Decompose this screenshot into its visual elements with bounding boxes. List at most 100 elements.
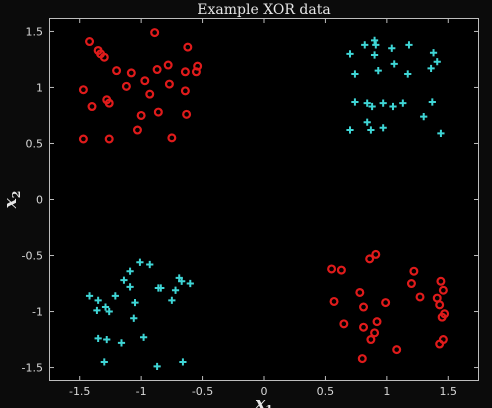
x-axis-label-main: x (254, 394, 266, 408)
circle-point (182, 109, 192, 119)
plus-point (351, 98, 359, 106)
plus-point (389, 102, 397, 111)
circle-point (180, 86, 190, 96)
plus-point (379, 124, 387, 132)
plus-point (372, 41, 380, 49)
plus-point (363, 99, 371, 107)
y-tick-label: 1 (36, 81, 43, 94)
circle-point (372, 317, 382, 327)
chart-title: Example XOR data (197, 2, 330, 18)
circle-point (152, 65, 162, 75)
plus-point (154, 284, 162, 292)
circle-point (409, 266, 419, 276)
circle-point (183, 42, 193, 52)
plus-point (370, 51, 379, 59)
x-axis-label-subscript: 1 (265, 403, 273, 408)
axes-background (49, 18, 479, 381)
plus-point (105, 307, 113, 316)
plus-point (370, 36, 379, 45)
plus-point (346, 126, 354, 134)
plus-point (101, 303, 110, 311)
plus-point (428, 98, 436, 106)
circle-point (163, 60, 173, 70)
plus-point (179, 358, 187, 366)
circle-point (435, 339, 445, 349)
plus-point (131, 298, 139, 307)
circle-point (99, 52, 109, 62)
x-tick-label: -1 (136, 385, 147, 398)
circle-point (392, 345, 402, 355)
circle-point (153, 107, 163, 117)
circle-point (126, 68, 136, 78)
plus-point (368, 102, 376, 111)
plus-point (94, 296, 102, 304)
plus-point (390, 60, 398, 68)
y-tick-label: 0 (36, 194, 43, 207)
x-tick-label: 1.5 (440, 385, 458, 398)
plus-point (405, 41, 413, 49)
plus-point (94, 334, 102, 343)
plus-point (117, 339, 126, 347)
circle-point (336, 265, 346, 275)
circle-point (78, 85, 88, 95)
circle-point (327, 264, 337, 274)
y-axis-label: x2 (1, 191, 23, 210)
circle-point (435, 300, 445, 310)
y-axis-label-subscript: 2 (10, 191, 23, 199)
circle-point (104, 98, 114, 108)
plus-point (171, 286, 180, 294)
circle-point (415, 292, 425, 302)
plus-point (404, 70, 412, 78)
plus-point (363, 118, 371, 126)
circle-point (438, 285, 448, 295)
circle-point (164, 79, 174, 89)
y-tick-label: -1.5 (22, 362, 43, 375)
circle-point (381, 298, 391, 308)
plus-point (153, 362, 161, 371)
circle-point (112, 66, 122, 76)
y-tick-label: 0.5 (26, 137, 44, 150)
y-tick-label: 1.5 (26, 25, 44, 38)
plus-point (168, 296, 176, 304)
circle-point (104, 134, 114, 144)
circle-point (357, 354, 367, 364)
plus-point (126, 283, 134, 291)
circle-point (140, 76, 150, 86)
x-axis-label: x1 (254, 394, 273, 408)
x-tick-label: 0 (261, 385, 268, 398)
plus-point (178, 277, 186, 285)
plus-point (136, 258, 144, 266)
plus-point (374, 67, 382, 75)
plus-point (433, 58, 441, 66)
circle-point (78, 134, 88, 144)
plus-point (437, 129, 445, 137)
plus-point (427, 64, 435, 73)
y-axis-label-main: x (1, 197, 21, 209)
plus-point (346, 50, 354, 58)
circle-point (366, 335, 376, 345)
circle-point (132, 125, 142, 135)
circle-point (87, 102, 97, 112)
circle-point (371, 249, 381, 259)
plus-point (120, 276, 128, 284)
circle-point (180, 67, 190, 77)
circle-point (167, 133, 177, 143)
plus-point (93, 306, 101, 315)
plus-point (361, 41, 369, 49)
x-tick-label: -1.5 (69, 385, 90, 398)
circle-point (150, 28, 160, 38)
x-tick-label: 1 (383, 385, 390, 398)
plus-point (103, 335, 111, 344)
plus-point (351, 70, 359, 78)
plus-point (367, 126, 375, 134)
plus-point (399, 99, 407, 107)
y-tick-label: -1 (32, 306, 43, 319)
circle-point (359, 302, 369, 312)
plus-point (420, 112, 428, 121)
plus-point (146, 260, 154, 269)
circle-point (437, 312, 447, 322)
x-tick-label: -0.5 (192, 385, 213, 398)
circle-point (355, 287, 365, 297)
plus-point (379, 99, 387, 107)
